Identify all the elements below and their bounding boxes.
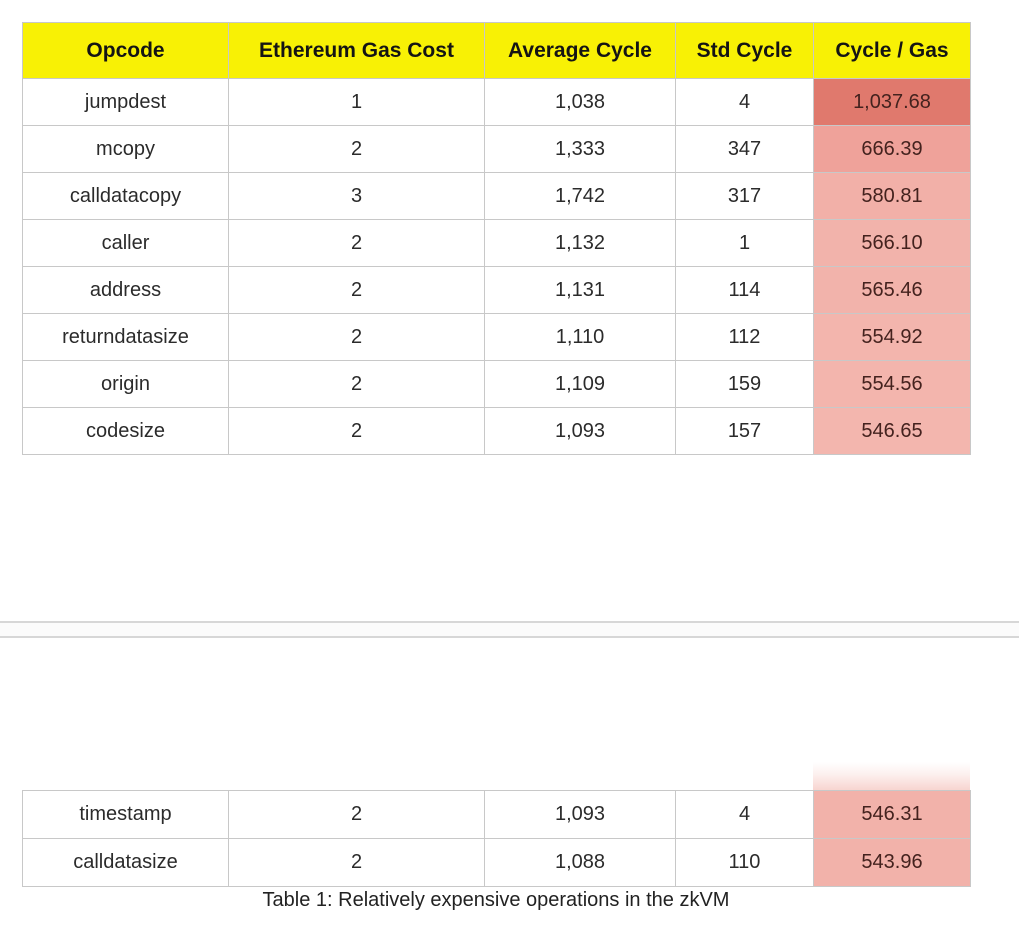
cell-cycle-per-gas: 666.39 (813, 125, 971, 173)
header-cell-std-cycle: Std Cycle (675, 22, 814, 79)
cell-gas-cost: 2 (228, 360, 485, 408)
cell-cycle-per-gas: 543.96 (813, 838, 971, 887)
table-row: timestamp 2 1,093 4 546.31 (22, 790, 971, 839)
table-row: codesize 2 1,093 157 546.65 (22, 407, 971, 455)
cell-cycle-per-gas: 554.92 (813, 313, 971, 361)
cell-gas-cost: 2 (228, 219, 485, 267)
cell-gas-cost: 3 (228, 172, 485, 220)
cell-average-cycle: 1,742 (484, 172, 676, 220)
cell-opcode: calldatacopy (22, 172, 229, 220)
cell-gas-cost: 2 (228, 313, 485, 361)
table-row: caller 2 1,132 1 566.10 (22, 219, 971, 267)
cell-cycle-per-gas: 565.46 (813, 266, 971, 314)
cell-std-cycle: 110 (675, 838, 814, 887)
cell-average-cycle: 1,093 (484, 407, 676, 455)
cell-cycle-per-gas: 546.31 (813, 790, 971, 839)
cell-average-cycle: 1,038 (484, 78, 676, 126)
cell-average-cycle: 1,109 (484, 360, 676, 408)
cell-opcode: timestamp (22, 790, 229, 839)
cell-opcode: mcopy (22, 125, 229, 173)
cell-std-cycle: 114 (675, 266, 814, 314)
cell-cycle-per-gas: 546.65 (813, 407, 971, 455)
cell-gas-cost: 2 (228, 266, 485, 314)
opcode-cost-table: Opcode Ethereum Gas Cost Average Cycle S… (22, 22, 971, 455)
cell-gas-cost: 2 (228, 838, 485, 887)
header-cell-opcode: Opcode (22, 22, 229, 79)
cell-opcode: origin (22, 360, 229, 408)
table-header-row: Opcode Ethereum Gas Cost Average Cycle S… (22, 22, 971, 79)
header-cell-cycle-per-gas: Cycle / Gas (813, 22, 971, 79)
cell-gas-cost: 2 (228, 790, 485, 839)
cell-cycle-per-gas: 566.10 (813, 219, 971, 267)
cell-opcode: returndatasize (22, 313, 229, 361)
cell-cycle-per-gas: 554.56 (813, 360, 971, 408)
cell-average-cycle: 1,088 (484, 838, 676, 887)
cell-gas-cost: 2 (228, 125, 485, 173)
continued-column-fade (813, 762, 970, 790)
cell-opcode: jumpdest (22, 78, 229, 126)
cell-opcode: caller (22, 219, 229, 267)
table-row: calldatacopy 3 1,742 317 580.81 (22, 172, 971, 220)
cell-gas-cost: 2 (228, 407, 485, 455)
table-row: mcopy 2 1,333 347 666.39 (22, 125, 971, 173)
cell-opcode: calldatasize (22, 838, 229, 887)
table-row: returndatasize 2 1,110 112 554.92 (22, 313, 971, 361)
cell-std-cycle: 347 (675, 125, 814, 173)
cell-average-cycle: 1,131 (484, 266, 676, 314)
table-row: jumpdest 1 1,038 4 1,037.68 (22, 78, 971, 126)
cell-std-cycle: 1 (675, 219, 814, 267)
page-break-divider (0, 621, 1019, 638)
table-row: origin 2 1,109 159 554.56 (22, 360, 971, 408)
cell-average-cycle: 1,132 (484, 219, 676, 267)
opcode-cost-table-continued: timestamp 2 1,093 4 546.31 calldatasize … (22, 790, 971, 887)
table-row: calldatasize 2 1,088 110 543.96 (22, 838, 971, 887)
cell-average-cycle: 1,110 (484, 313, 676, 361)
cell-std-cycle: 4 (675, 78, 814, 126)
cell-std-cycle: 159 (675, 360, 814, 408)
header-cell-gas-cost: Ethereum Gas Cost (228, 22, 485, 79)
cell-cycle-per-gas: 580.81 (813, 172, 971, 220)
cell-opcode: address (22, 266, 229, 314)
cell-std-cycle: 317 (675, 172, 814, 220)
header-cell-average-cycle: Average Cycle (484, 22, 676, 79)
table-row: address 2 1,131 114 565.46 (22, 266, 971, 314)
cell-average-cycle: 1,093 (484, 790, 676, 839)
cell-std-cycle: 112 (675, 313, 814, 361)
cell-opcode: codesize (22, 407, 229, 455)
cell-average-cycle: 1,333 (484, 125, 676, 173)
table-caption: Table 1: Relatively expensive operations… (262, 889, 730, 911)
cell-cycle-per-gas: 1,037.68 (813, 78, 971, 126)
cell-std-cycle: 157 (675, 407, 814, 455)
cell-std-cycle: 4 (675, 790, 814, 839)
cell-gas-cost: 1 (228, 78, 485, 126)
